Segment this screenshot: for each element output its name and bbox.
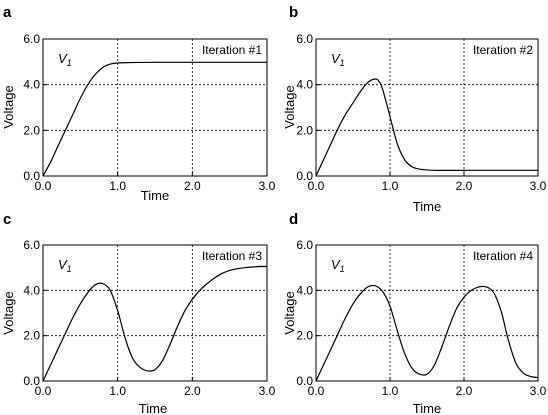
x-tick-label: 3.0 (530, 179, 547, 193)
signal-label: V1 (331, 257, 345, 274)
plot-frame (315, 38, 539, 177)
x-tick-label: 3.0 (259, 179, 276, 193)
y-tick-label: 6.0 (296, 32, 313, 46)
x-axis-label: Time (413, 199, 441, 214)
y-tick-label: 0.0 (296, 169, 313, 183)
signal-label: V1 (331, 51, 345, 68)
x-tick-label: 2.0 (456, 179, 473, 193)
x-tick-label: 3.0 (259, 384, 276, 398)
y-tick-label: 6.0 (23, 32, 40, 46)
x-tick-label: 1.0 (109, 179, 126, 193)
y-axis-label: Voltage (282, 291, 297, 334)
panel-a: a 0.0 1.0 2.0 3.00.02.04.06.0 Iteration #1 … (1, 4, 276, 203)
y-tick-label: 0.0 (296, 374, 313, 388)
x-tick-label: 0.0 (308, 384, 325, 398)
y-tick-label: 4.0 (296, 283, 313, 297)
panel-b: b 0.0 1.0 2.0 3.00.02.04.06.0 Iteration #2 … (282, 4, 547, 214)
y-tick-label: 6.0 (23, 238, 40, 252)
iteration-label: Iteration #3 (202, 249, 262, 263)
signal-label: V1 (58, 257, 72, 274)
x-tick-label: 2.0 (456, 384, 473, 398)
y-tick-label: 4.0 (296, 78, 313, 92)
x-tick-label: 3.0 (530, 384, 547, 398)
panel-c: c 0.0 1.0 2.0 3.00.02.04.06.0 Iteration #3 … (1, 211, 276, 415)
iteration-label: Iteration #4 (473, 249, 533, 263)
plot-frame (42, 244, 268, 382)
y-tick-label: 2.0 (296, 329, 313, 343)
y-axis-label: Voltage (1, 291, 16, 334)
x-tick-label: 0.0 (35, 179, 52, 193)
x-tick-label: 2.0 (184, 179, 201, 193)
panel-letter: c (3, 211, 11, 228)
x-axis-label: Time (413, 401, 441, 415)
plot-frame (42, 38, 268, 177)
panel-letter: b (289, 4, 298, 21)
iteration-label: Iteration #1 (202, 43, 262, 57)
series-line (315, 78, 538, 177)
series-line (315, 284, 539, 382)
y-tick-label: 0.0 (23, 169, 40, 183)
x-tick-label: 0.0 (308, 179, 325, 193)
panel-d: d 0.0 1.0 2.0 3.00.02.04.06.0 Iteration #4 … (282, 211, 547, 415)
x-axis-label: Time (141, 188, 169, 203)
y-tick-label: 2.0 (296, 123, 313, 137)
y-tick-label: 4.0 (23, 78, 40, 92)
panel-letter: d (289, 211, 298, 228)
series-line (42, 61, 267, 177)
x-tick-label: 1.0 (109, 384, 126, 398)
y-tick-label: 6.0 (296, 238, 313, 252)
x-tick-label: 0.0 (35, 384, 52, 398)
x-tick-label: 2.0 (184, 384, 201, 398)
panel-letter: a (3, 4, 12, 21)
y-tick-label: 2.0 (23, 123, 40, 137)
y-tick-label: 2.0 (23, 329, 40, 343)
x-tick-label: 1.0 (382, 179, 399, 193)
y-axis-label: Voltage (1, 85, 16, 128)
plot-frame (315, 244, 539, 382)
x-axis-label: Time (139, 401, 167, 415)
y-axis-label: Voltage (282, 85, 297, 128)
signal-label: V1 (58, 51, 72, 68)
x-tick-label: 1.0 (382, 384, 399, 398)
series-line (42, 265, 267, 382)
iteration-label: Iteration #2 (473, 43, 533, 57)
y-tick-label: 4.0 (23, 283, 40, 297)
y-tick-label: 0.0 (23, 374, 40, 388)
